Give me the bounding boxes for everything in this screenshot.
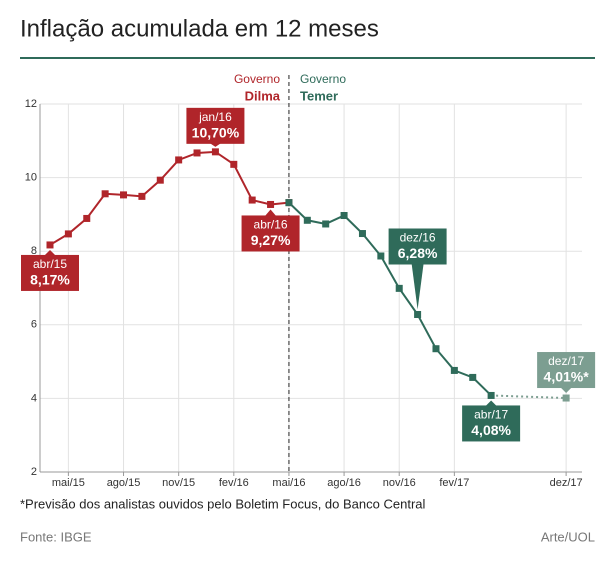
point — [83, 214, 91, 222]
callout-title: abr/16 — [254, 218, 288, 232]
callout-box — [537, 352, 596, 389]
point — [230, 160, 238, 168]
y-tick-label: 12 — [25, 98, 37, 110]
point — [340, 212, 348, 220]
divider-name: Dilma — [245, 88, 281, 103]
x-tick-label: mai/15 — [52, 477, 85, 489]
point — [156, 176, 164, 184]
point — [303, 216, 311, 224]
point — [469, 373, 477, 381]
callout-pointer — [560, 387, 573, 394]
x-tick-label: nov/15 — [162, 477, 195, 489]
point — [322, 220, 330, 228]
x-tick-label: ago/15 — [107, 477, 141, 489]
point — [211, 148, 219, 156]
callout-box — [241, 215, 300, 252]
data-label: 8,17% — [30, 272, 70, 288]
point — [432, 345, 440, 353]
point — [46, 241, 54, 249]
callout-box — [186, 107, 245, 144]
data-label: 10,70% — [192, 125, 240, 141]
x-tick-label: nov/16 — [383, 477, 416, 489]
footnote: *Previsão dos analistas ouvidos pelo Bol… — [20, 496, 425, 511]
source: Fonte: IBGE — [20, 529, 92, 544]
callout-title: jan/16 — [198, 110, 232, 124]
point — [248, 196, 256, 204]
point — [101, 190, 109, 198]
credit: Arte/UOL — [541, 529, 595, 544]
callout-pointer — [264, 209, 277, 217]
divider-caption: Governo — [300, 72, 346, 86]
x-tick-label: dez/17 — [550, 477, 583, 489]
series-line — [49, 150, 290, 246]
callout-pointer — [411, 263, 424, 310]
callout-title: dez/16 — [400, 231, 436, 245]
y-tick-label: 6 — [31, 319, 37, 331]
chart-title: Inflação acumulada em 12 meses — [20, 15, 379, 42]
divider-caption: Governo — [234, 72, 280, 86]
callout-box — [388, 228, 447, 265]
y-tick-label: 2 — [31, 466, 37, 478]
point — [562, 394, 570, 402]
y-tick-label: 10 — [25, 172, 37, 184]
data-label: 6,28% — [398, 245, 438, 261]
x-tick-label: fev/17 — [439, 477, 469, 489]
callout-title: dez/17 — [548, 354, 584, 368]
callout-box — [21, 254, 79, 291]
point — [267, 200, 275, 208]
point — [175, 156, 183, 164]
point — [377, 252, 385, 260]
point — [450, 366, 458, 374]
point — [285, 199, 293, 207]
y-tick-label: 8 — [31, 245, 37, 257]
point — [395, 284, 403, 292]
callout-title: abr/17 — [474, 408, 508, 422]
point — [193, 149, 201, 157]
point — [414, 310, 422, 318]
x-tick-label: fev/16 — [219, 477, 249, 489]
callout-pointer — [44, 249, 56, 256]
callout-title: abr/15 — [33, 257, 67, 271]
callout-pointer — [485, 400, 498, 407]
divider-name: Temer — [300, 88, 338, 103]
callout-box — [462, 405, 521, 442]
point — [64, 230, 72, 238]
point — [120, 191, 128, 199]
x-tick-label: mai/16 — [272, 477, 305, 489]
data-label: 4,08% — [471, 422, 511, 438]
data-label: 9,27% — [251, 232, 291, 248]
data-label: 4,01%* — [544, 369, 590, 385]
point — [358, 230, 366, 238]
x-tick-label: ago/16 — [327, 477, 361, 489]
point — [487, 391, 495, 399]
point — [138, 192, 146, 200]
y-tick-label: 4 — [31, 392, 37, 404]
series-line — [491, 394, 567, 400]
